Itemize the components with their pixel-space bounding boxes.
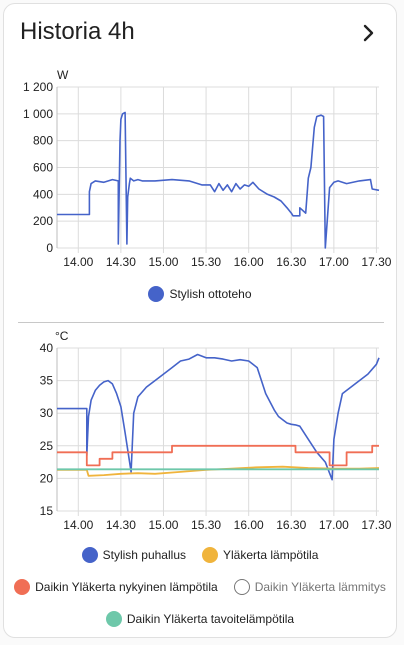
legend-swatch (14, 579, 31, 595)
chart-1-y-tick-label: 0 (46, 241, 53, 255)
temperature-chart: °C 15 20 25 30 35 40 14.00 14.30 15.00 15.30 16.00 1… (40, 329, 392, 532)
legend-label: Yläkerta lämpötila (223, 548, 319, 562)
legend-swatch (81, 547, 98, 563)
chart-2-series-line-1 (57, 465, 380, 477)
chart-1-y-tick-label: 1 200 (23, 80, 53, 94)
chart-2-legend-item-1[interactable]: Yläkerta lämpötila (202, 539, 318, 571)
chart-1-x-tick-label: 14.00 (63, 255, 93, 269)
legend-swatch (148, 286, 165, 302)
chart-2-x-tick-label: 17.30 (361, 518, 391, 532)
chart-1-x-tick-label: 16.30 (276, 255, 306, 269)
legend-label: Stylish puhallus (102, 548, 186, 562)
legend-label: Daikin Yläkerta nykyinen lämpötila (35, 580, 218, 594)
chart-2-x-tick-label: 16.30 (276, 518, 306, 532)
power-chart-legend: Stylish ottoteho (4, 278, 396, 310)
chart-2-legend-item-4[interactable]: Daikin Yläkerta tavoitelämpötila (105, 603, 295, 635)
chart-1-y-tick-label: 400 (33, 187, 53, 201)
chart-2-y-tick-label: 20 (40, 471, 54, 485)
chart-1-series-line-0 (57, 111, 380, 249)
chart-1-y-tick-label: 800 (33, 134, 53, 148)
chart-1-y-tick-label: 1 000 (23, 107, 53, 121)
chart-2-series-line-0 (57, 353, 380, 481)
chart-1-x-tick-label: 16.00 (234, 255, 264, 269)
chart-2-y-tick-label: 40 (40, 341, 54, 355)
chart-1-x-tick-label: 17.30 (361, 255, 391, 269)
legend-label: Daikin Yläkerta tavoitelämpötila (126, 612, 295, 626)
chart-2-y-tick-label: 30 (40, 406, 54, 420)
chart-2-unit-label: °C (55, 329, 69, 343)
chart-2-x-tick-label: 17.00 (319, 518, 349, 532)
chart-2-legend-item-2[interactable]: Daikin Yläkerta nykyinen lämpötila (14, 571, 218, 603)
legend-label: Stylish ottoteho (169, 287, 252, 301)
chart-divider (18, 322, 384, 323)
chart-2-x-tick-label: 14.00 (63, 518, 93, 532)
chart-1-legend-item-0[interactable]: Stylish ottoteho (148, 278, 252, 310)
chart-1-y-tick-label: 600 (33, 161, 53, 175)
power-chart: W 0 200 400 600 800 1 000 1 200 14.00 14.30 15.00 1… (23, 68, 392, 269)
legend-swatch (202, 547, 218, 563)
chart-2-x-tick-label: 15.30 (191, 518, 221, 532)
temperature-chart-legend: Stylish puhallus Yläkerta lämpötila Daikin… (4, 539, 396, 635)
chart-2-x-tick-label: 15.00 (148, 518, 178, 532)
legend-label: Daikin Yläkerta lämmitys (254, 580, 386, 594)
chart-2-x-tick-label: 14.30 (106, 518, 136, 532)
card-title: Historia 4h (20, 18, 135, 45)
chart-2-y-tick-label: 15 (40, 504, 54, 518)
chevron-right-icon[interactable] (356, 21, 380, 45)
legend-swatch (233, 579, 250, 595)
chart-2-legend-item-0[interactable]: Stylish puhallus (81, 539, 186, 571)
chart-1-y-tick-label: 200 (33, 214, 53, 228)
card-header: Historia 4h (4, 4, 396, 66)
chart-1-x-tick-label: 14.30 (106, 255, 136, 269)
chart-2-legend-item-3[interactable]: Daikin Yläkerta lämmitys (233, 571, 386, 603)
chart-1-unit-label: W (57, 68, 69, 82)
chart-2-y-tick-label: 25 (40, 439, 54, 453)
chart-2-x-tick-label: 16.00 (234, 518, 264, 532)
legend-swatch (105, 611, 122, 627)
chart-2-y-tick-label: 35 (40, 374, 54, 388)
chart-1-x-tick-label: 15.00 (148, 255, 178, 269)
history-card: Historia 4h W 0 200 400 600 800 1 000 1 200 14.0… (3, 3, 397, 638)
chart-1-x-tick-label: 17.00 (319, 255, 349, 269)
chart-1-x-tick-label: 15.30 (191, 255, 221, 269)
chart-2-series-line-2 (57, 444, 379, 467)
